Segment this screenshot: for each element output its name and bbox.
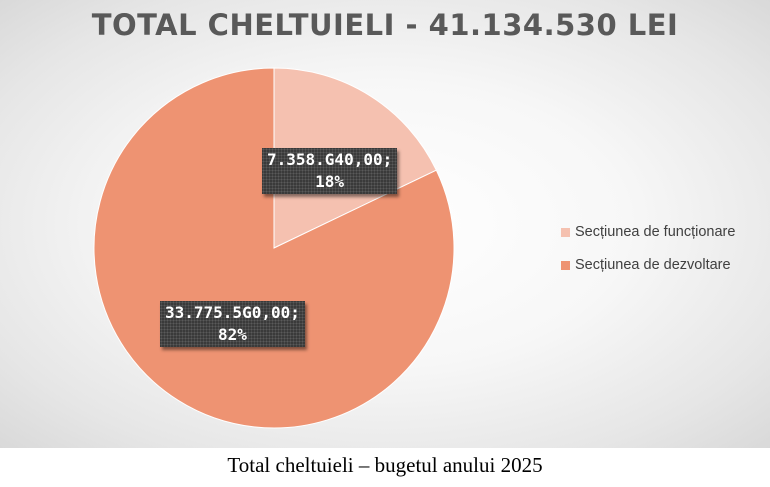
data-label-value: 33.775.5G0,00; <box>165 303 300 322</box>
legend-swatch <box>561 260 570 270</box>
legend-item-sectiunea-de-dezvoltare: Secțiunea de dezvoltare <box>561 254 735 276</box>
data-label-sectiunea-de-functionare: 7.358.G40,00; 18% <box>262 148 398 194</box>
chart-legend: Secțiunea de funcționare Secțiunea de de… <box>561 221 735 287</box>
figure-caption: Total cheltuieli – bugetul anului 2025 <box>227 453 543 477</box>
legend-label: Secțiunea de funcționare <box>575 224 736 240</box>
legend-label: Secțiunea de dezvoltare <box>575 257 731 273</box>
data-label-percent: 82% <box>217 325 247 344</box>
data-label-sectiunea-de-dezvoltare: 33.775.5G0,00; 82% <box>160 301 305 347</box>
chart-area: TOTAL CHELTUIELI - 41.134.530 LEI 7.358.… <box>0 0 770 448</box>
chart-title: TOTAL CHELTUIELI - 41.134.530 LEI <box>91 8 679 42</box>
legend-swatch <box>561 227 570 237</box>
legend-item-sectiunea-de-functionare: Secțiunea de funcționare <box>561 221 735 243</box>
data-label-value: 7.358.G40,00; <box>267 150 393 169</box>
data-label-percent: 18% <box>315 172 345 191</box>
